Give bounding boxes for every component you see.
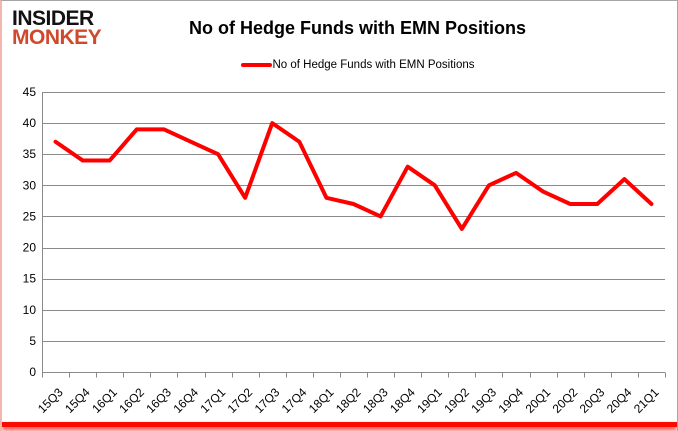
y-axis-label: 45: [23, 85, 37, 99]
x-axis-label: 16Q1: [89, 385, 120, 416]
x-axis-label: 21Q1: [631, 385, 662, 416]
y-axis-label: 0: [29, 365, 36, 379]
x-axis-label: 20Q3: [577, 385, 608, 416]
logo-line-insider: INSIDER: [12, 7, 94, 30]
x-axis-label: 20Q4: [604, 385, 635, 416]
x-axis-label: 18Q3: [360, 385, 391, 416]
x-axis-label: 18Q1: [306, 385, 337, 416]
x-axis-label: 17Q2: [225, 385, 256, 416]
y-axis-label: 25: [23, 209, 37, 223]
y-axis-label: 40: [23, 116, 37, 130]
x-axis-label: 15Q4: [62, 385, 93, 416]
y-axis-label: 35: [23, 147, 37, 161]
insider-monkey-logo: INSIDER MONKEY: [12, 7, 102, 50]
legend-line-swatch: [240, 63, 272, 67]
x-axis-label: 20Q1: [523, 385, 554, 416]
chart-legend: No of Hedge Funds with EMN Positions: [52, 59, 663, 71]
chart-title: No of Hedge Funds with EMN Positions: [189, 18, 526, 38]
axes: [42, 92, 666, 378]
x-axis-label: 18Q4: [387, 385, 418, 416]
y-axis-label: 20: [23, 241, 37, 255]
x-axis-label: 20Q2: [550, 385, 581, 416]
x-axis-label: 19Q1: [414, 385, 445, 416]
x-axis-labels: 15Q315Q416Q116Q216Q316Q417Q117Q217Q317Q4…: [35, 385, 662, 416]
x-axis-label: 17Q1: [198, 385, 229, 416]
x-axis-label: 19Q2: [441, 385, 472, 416]
x-axis-label: 16Q4: [170, 385, 201, 416]
y-axis-label: 15: [23, 272, 37, 286]
x-axis-label: 16Q2: [116, 385, 147, 416]
x-axis-label: 17Q3: [252, 385, 283, 416]
legend-label: No of Hedge Funds with EMN Positions: [272, 59, 475, 71]
bottom-accent-bar: [2, 422, 677, 427]
y-axis-label: 30: [23, 178, 37, 192]
y-axis-label: 10: [23, 303, 37, 317]
y-axis-label: 5: [29, 334, 36, 348]
x-axis-label: 19Q4: [495, 385, 526, 416]
y-axis-labels: 0 5 10 15 20 25 30 35 40 45: [23, 85, 37, 379]
series-line: [53, 121, 654, 231]
x-axis-label: 19Q3: [468, 385, 499, 416]
logo-line-monkey: MONKEY: [12, 26, 102, 50]
x-axis-label: 16Q3: [143, 385, 174, 416]
x-axis-label: 15Q3: [35, 385, 66, 416]
gridlines: [42, 92, 665, 342]
x-axis-label: 18Q2: [333, 385, 364, 416]
x-axis-label: 17Q4: [279, 385, 310, 416]
